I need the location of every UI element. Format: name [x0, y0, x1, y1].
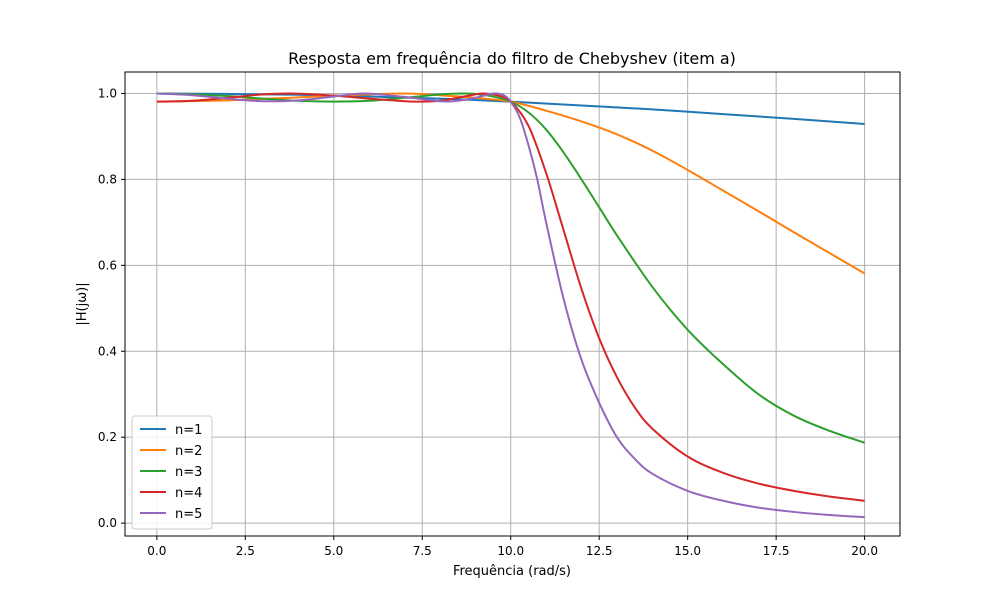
y-tick-label: 0.6	[98, 258, 117, 272]
legend-label: n=4	[175, 486, 202, 501]
legend-label: n=2	[175, 444, 202, 459]
legend: n=1 n=2 n=3 n=4 n=5	[131, 415, 213, 530]
legend-label: n=1	[175, 423, 202, 438]
x-axis-label: Frequência (rad/s)	[453, 564, 571, 579]
tick-layer: 0.0 2.5 5.0 7.5 10.0 12.5 15.0 17.5 20.0 0.0 0.2 0.…	[98, 86, 878, 558]
x-tick-label: 10.0	[497, 544, 524, 558]
x-tick-label: 20.0	[851, 544, 878, 558]
series-layer	[156, 92, 866, 519]
x-tick-label: 7.5	[413, 544, 432, 558]
y-tick-label: 1.0	[98, 86, 117, 100]
x-tick-label: 5.0	[324, 544, 343, 558]
y-tick-label: 0.0	[98, 516, 117, 530]
x-tick-label: 15.0	[674, 544, 701, 558]
grid-layer	[125, 72, 900, 536]
x-tick-label: 17.5	[763, 544, 790, 558]
y-tick-label: 0.4	[98, 344, 117, 358]
y-tick-label: 0.8	[98, 172, 117, 186]
legend-label: n=3	[175, 465, 202, 480]
y-axis-label: |H(jω)|	[75, 282, 90, 325]
legend-label: n=5	[175, 507, 202, 522]
y-tick-label: 0.2	[98, 430, 117, 444]
series-line-n-5	[156, 92, 865, 519]
x-tick-label: 2.5	[236, 544, 255, 558]
legend-box	[131, 415, 213, 530]
chart-title: Resposta em frequência do filtro de Cheb…	[288, 49, 736, 68]
x-tick-label: 12.5	[586, 544, 613, 558]
plot-frame	[124, 71, 901, 537]
x-tick-label: 0.0	[147, 544, 166, 558]
